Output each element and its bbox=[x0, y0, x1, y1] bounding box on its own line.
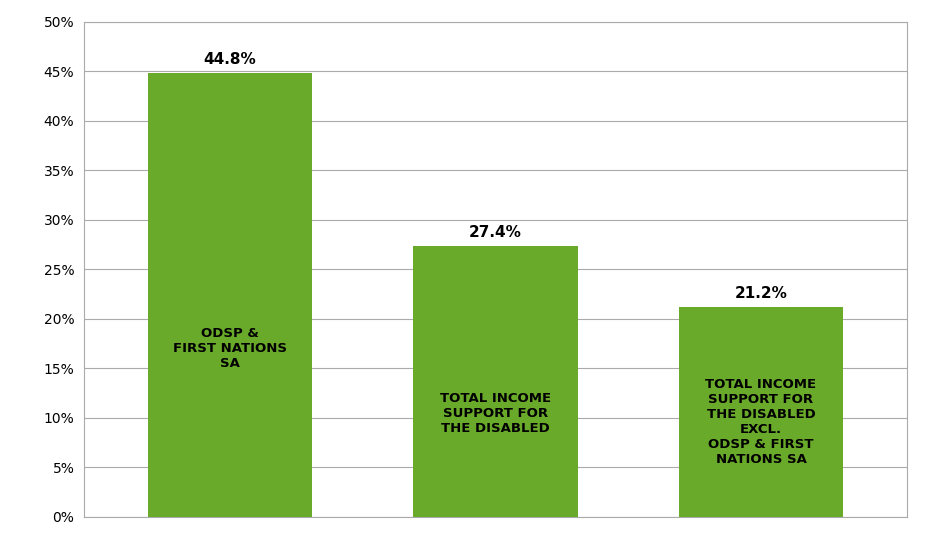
Text: 21.2%: 21.2% bbox=[735, 286, 787, 301]
Bar bbox=[679, 307, 843, 517]
Text: 27.4%: 27.4% bbox=[469, 225, 522, 239]
Bar bbox=[413, 245, 578, 517]
Text: TOTAL INCOME
SUPPORT FOR
THE DISABLED
EXCL.
ODSP & FIRST
NATIONS SA: TOTAL INCOME SUPPORT FOR THE DISABLED EX… bbox=[705, 378, 816, 466]
Bar bbox=[148, 73, 312, 517]
Text: 44.8%: 44.8% bbox=[204, 52, 256, 67]
Text: TOTAL INCOME
SUPPORT FOR
THE DISABLED: TOTAL INCOME SUPPORT FOR THE DISABLED bbox=[440, 392, 551, 435]
Text: ODSP &
FIRST NATIONS
SA: ODSP & FIRST NATIONS SA bbox=[173, 327, 287, 370]
